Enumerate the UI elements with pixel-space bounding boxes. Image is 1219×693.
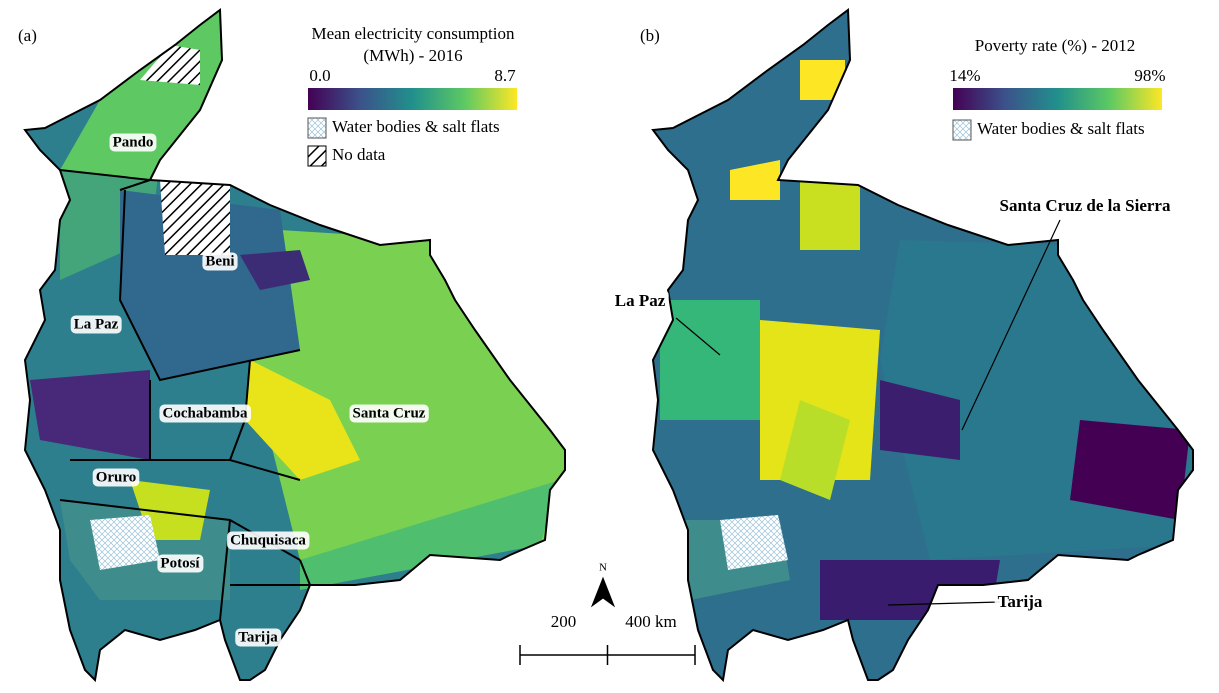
label-box [157, 554, 204, 573]
colorbar-label: 0.0 [309, 66, 330, 85]
north-arrow [590, 576, 616, 608]
legend-item: Water bodies & salt flats [977, 119, 1145, 138]
map-label: Santa Cruz de la Sierra [996, 194, 1174, 216]
colorbar-label: 98% [1134, 66, 1165, 85]
map-label: La Paz [70, 315, 122, 334]
map-label: Potosí [157, 554, 204, 573]
map-label: Chuquisaca [227, 531, 310, 550]
legend-title: (MWh) - 2016 [363, 46, 462, 65]
legend-title: Mean electricity consumption [312, 24, 515, 43]
label-box [996, 194, 1174, 216]
panel-label: (a) [18, 26, 37, 45]
map-label: Cochabamba [159, 404, 252, 423]
legend-item: No data [332, 145, 386, 164]
region-label: La Paz [74, 316, 119, 332]
label-box [159, 404, 252, 423]
label-box [92, 468, 140, 487]
label-box [227, 531, 310, 550]
region-label: Santa Cruz de la Sierra [1000, 196, 1171, 215]
scale-label: 400 km [625, 612, 676, 631]
legend-swatch [307, 145, 327, 167]
colorbar-label: 14% [949, 66, 980, 85]
label-box [70, 315, 122, 334]
label-box [109, 133, 157, 152]
legend-title: Poverty rate (%) - 2012 [975, 36, 1136, 55]
label-box [349, 404, 429, 423]
region-label: Tarija [238, 629, 278, 645]
map-label: Oruro [92, 468, 140, 487]
panel-label: (b) [640, 26, 660, 45]
north-label: N [599, 562, 607, 574]
legend-item: Water bodies & salt flats [332, 117, 500, 136]
map-label: Santa Cruz [349, 404, 429, 423]
label-box [611, 289, 669, 311]
map-label: Tarija [235, 628, 282, 647]
label-box [994, 590, 1046, 612]
region-label: Potosí [160, 555, 200, 571]
region-label: Pando [113, 134, 154, 150]
colorbar [953, 88, 1162, 110]
colorbar-label: 8.7 [494, 66, 516, 85]
region-label: Santa Cruz [353, 405, 426, 421]
map-label: Tarija [994, 590, 1046, 612]
legend-swatch [307, 117, 327, 139]
map-label: Beni [202, 252, 238, 271]
label-box [235, 628, 282, 647]
region-label: Chuquisaca [230, 532, 306, 548]
leader-lines [675, 219, 1061, 606]
region-label: Oruro [96, 469, 137, 485]
region-label: Cochabamba [162, 405, 248, 421]
map-label: Pando [109, 133, 157, 152]
region-label: Beni [205, 253, 234, 269]
colorbar [308, 88, 517, 110]
legend-swatch [952, 119, 972, 141]
scale-label: 200 [551, 612, 577, 631]
map-label: La Paz [611, 289, 669, 311]
region-label: Tarija [998, 592, 1043, 611]
label-box [202, 252, 238, 271]
region-label: La Paz [615, 291, 666, 310]
